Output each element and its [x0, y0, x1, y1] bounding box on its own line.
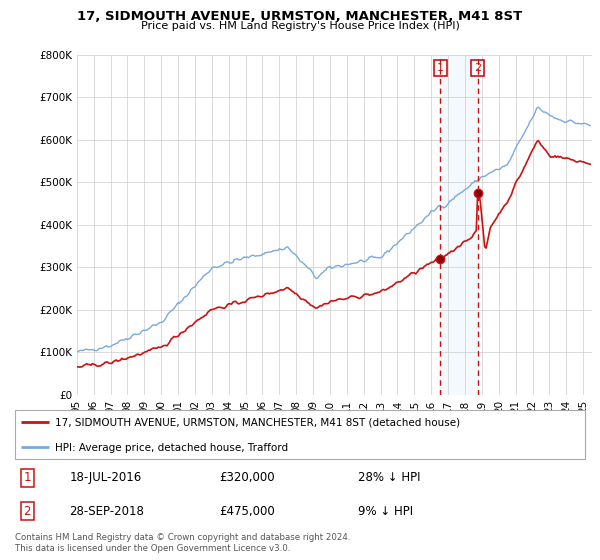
- Text: Contains HM Land Registry data © Crown copyright and database right 2024.
This d: Contains HM Land Registry data © Crown c…: [15, 533, 350, 553]
- Text: 18-JUL-2016: 18-JUL-2016: [70, 471, 142, 484]
- Text: 1: 1: [437, 63, 444, 73]
- Text: 28% ↓ HPI: 28% ↓ HPI: [358, 471, 420, 484]
- Text: £320,000: £320,000: [220, 471, 275, 484]
- Bar: [440, 55, 478, 395]
- Text: 9% ↓ HPI: 9% ↓ HPI: [358, 505, 413, 517]
- Text: 1: 1: [23, 471, 31, 484]
- Text: 2: 2: [23, 505, 31, 517]
- FancyBboxPatch shape: [15, 410, 585, 459]
- Text: 17, SIDMOUTH AVENUE, URMSTON, MANCHESTER, M41 8ST: 17, SIDMOUTH AVENUE, URMSTON, MANCHESTER…: [77, 10, 523, 23]
- Text: 2: 2: [474, 63, 481, 73]
- Text: 28-SEP-2018: 28-SEP-2018: [70, 505, 145, 517]
- Text: £475,000: £475,000: [220, 505, 275, 517]
- Text: 17, SIDMOUTH AVENUE, URMSTON, MANCHESTER, M41 8ST (detached house): 17, SIDMOUTH AVENUE, URMSTON, MANCHESTER…: [55, 418, 460, 427]
- Text: HPI: Average price, detached house, Trafford: HPI: Average price, detached house, Traf…: [55, 443, 289, 452]
- Text: Price paid vs. HM Land Registry's House Price Index (HPI): Price paid vs. HM Land Registry's House …: [140, 21, 460, 31]
